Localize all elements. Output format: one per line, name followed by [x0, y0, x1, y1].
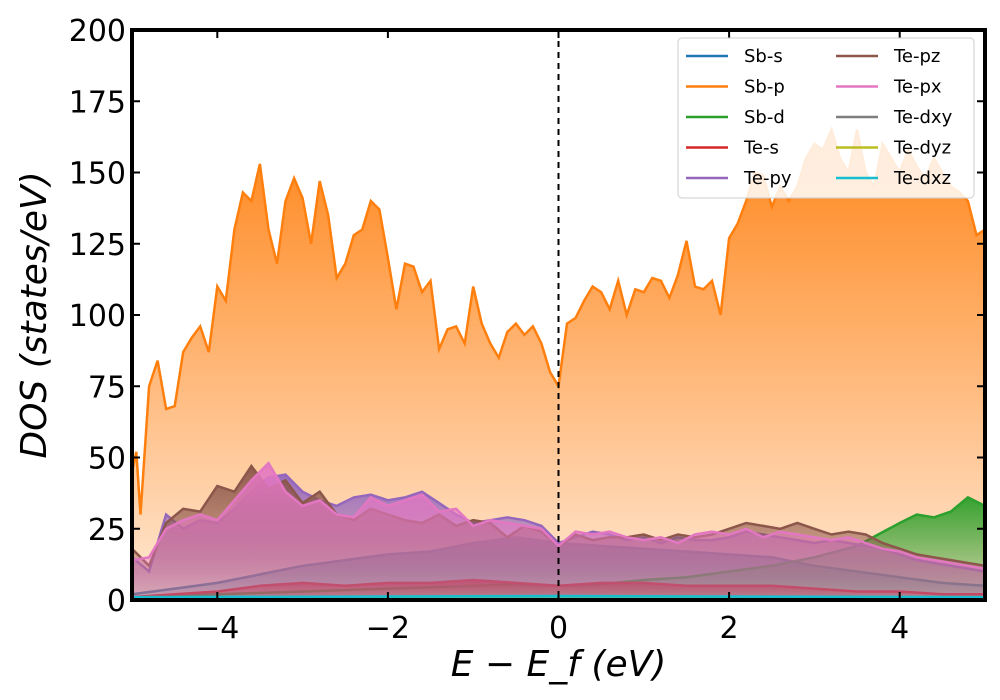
legend-label: Te-pz [893, 46, 940, 67]
x-tick-label: 0 [549, 611, 568, 646]
y-tick-label: 150 [69, 157, 126, 192]
series-layer [132, 126, 985, 600]
series-area-sb-p [132, 129, 985, 600]
y-tick-label: 25 [88, 513, 126, 548]
series-area-te-px [132, 463, 985, 600]
y-axis-title: DOS (states/eV) [14, 171, 55, 458]
x-tick-label: −2 [366, 611, 410, 646]
legend-label: Te-dxy [893, 107, 953, 128]
y-tick-label: 175 [69, 85, 126, 120]
legend-box [677, 37, 975, 199]
legend-label: Sb-d [744, 107, 785, 128]
x-tick-label: −4 [195, 611, 239, 646]
x-axis-title: E − E_f (eV) [451, 644, 667, 685]
x-tick-label: 2 [720, 611, 739, 646]
legend-label: Te-px [893, 77, 942, 98]
legend-label: Te-s [743, 138, 779, 159]
legend-label: Te-dxz [893, 168, 951, 189]
legend-label: Te-dyz [893, 138, 951, 159]
y-tick-label: 125 [69, 228, 126, 263]
y-tick-label: 200 [69, 14, 126, 49]
x-tick-label: 4 [890, 611, 909, 646]
legend-label: Sb-s [744, 46, 783, 67]
legend-label: Sb-p [744, 77, 785, 98]
y-tick-label: 75 [88, 370, 126, 405]
y-tick-label: 100 [69, 299, 126, 334]
legend: Sb-s Sb-p Sb-d Te-s Te-py Te-pz Te-px Te-dxy Te-… [677, 37, 975, 199]
legend-label: Te-py [743, 168, 792, 189]
axis-ticks: −4 −2 0 2 4 0 25 50 75 100 125 150 175 200 [69, 14, 985, 646]
y-tick-label: 50 [88, 442, 126, 477]
y-tick-label: 0 [107, 584, 126, 619]
series-line-te-px [132, 461, 985, 570]
